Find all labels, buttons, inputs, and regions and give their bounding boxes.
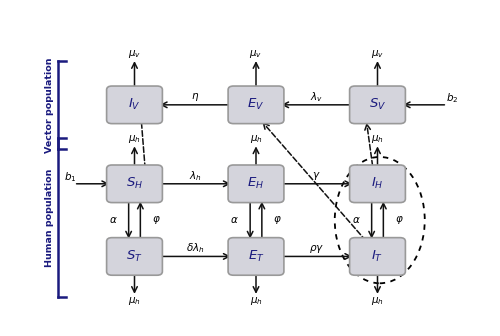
- Text: $\lambda_v$: $\lambda_v$: [310, 90, 323, 104]
- FancyBboxPatch shape: [106, 86, 162, 124]
- FancyBboxPatch shape: [350, 86, 406, 124]
- Text: $\varphi$: $\varphi$: [394, 214, 404, 226]
- Text: $\eta$: $\eta$: [191, 91, 200, 103]
- Text: $b_1$: $b_1$: [64, 170, 77, 184]
- Text: $\alpha$: $\alpha$: [352, 215, 360, 225]
- Text: $\delta\lambda_h$: $\delta\lambda_h$: [186, 242, 204, 255]
- Text: $\mu_h$: $\mu_h$: [250, 295, 262, 307]
- FancyBboxPatch shape: [350, 238, 406, 275]
- Text: $\gamma$: $\gamma$: [312, 170, 321, 182]
- Text: $\mu_h$: $\mu_h$: [128, 295, 141, 307]
- Text: $S_{V}$: $S_{V}$: [369, 97, 386, 112]
- Text: $\mu_h$: $\mu_h$: [250, 133, 262, 145]
- Text: $E_{T}$: $E_{T}$: [248, 249, 264, 264]
- FancyBboxPatch shape: [106, 165, 162, 203]
- FancyBboxPatch shape: [228, 86, 284, 124]
- Text: $\rho\gamma$: $\rho\gamma$: [309, 243, 324, 255]
- Text: $\alpha$: $\alpha$: [108, 215, 117, 225]
- Text: $\mu_v$: $\mu_v$: [371, 47, 384, 59]
- Text: Vector population: Vector population: [46, 57, 54, 153]
- Text: $\mu_h$: $\mu_h$: [128, 133, 141, 145]
- FancyBboxPatch shape: [350, 165, 406, 203]
- FancyBboxPatch shape: [106, 238, 162, 275]
- Text: $\varphi$: $\varphi$: [273, 214, 282, 226]
- Text: $E_{H}$: $E_{H}$: [248, 176, 264, 191]
- Text: $b_2$: $b_2$: [446, 91, 458, 105]
- Text: $\mu_h$: $\mu_h$: [371, 133, 384, 145]
- FancyBboxPatch shape: [228, 238, 284, 275]
- Text: $I_{V}$: $I_{V}$: [128, 97, 141, 112]
- FancyBboxPatch shape: [228, 165, 284, 203]
- Text: $I_{T}$: $I_{T}$: [372, 249, 384, 264]
- Text: $\varphi$: $\varphi$: [152, 214, 160, 226]
- Text: $\mu_v$: $\mu_v$: [128, 47, 141, 59]
- Text: $\mu_h$: $\mu_h$: [371, 295, 384, 307]
- Text: $\lambda_h$: $\lambda_h$: [189, 169, 202, 183]
- Text: Human population: Human population: [46, 169, 54, 267]
- Text: $I_{H}$: $I_{H}$: [371, 176, 384, 191]
- Text: $S_{H}$: $S_{H}$: [126, 176, 143, 191]
- Text: $S_{T}$: $S_{T}$: [126, 249, 143, 264]
- Text: $E_{V}$: $E_{V}$: [248, 97, 264, 112]
- Text: $\mu_v$: $\mu_v$: [250, 47, 262, 59]
- Text: $\alpha$: $\alpha$: [230, 215, 238, 225]
